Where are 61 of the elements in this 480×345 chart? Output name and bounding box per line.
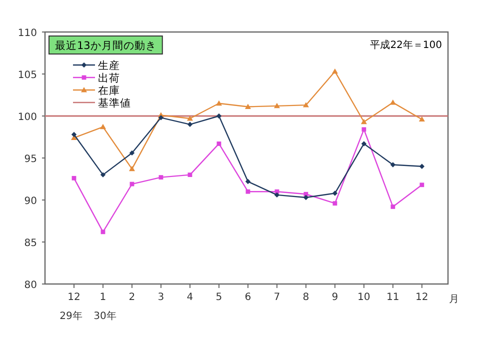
point — [100, 172, 106, 178]
point — [419, 164, 425, 169]
point — [418, 116, 425, 122]
point — [390, 162, 396, 168]
point — [216, 142, 222, 146]
point — [158, 115, 164, 120]
point — [303, 194, 309, 200]
point — [100, 230, 106, 234]
x-tick-label: 1 30年 — [94, 292, 116, 322]
x-tick-label: 9 — [332, 292, 338, 303]
y-tick-label: 90 — [24, 196, 37, 207]
x-tick-label: 6 — [244, 292, 252, 303]
x-tick-label: 12 — [416, 292, 428, 303]
point — [129, 150, 135, 156]
legend-label: 出荷 — [98, 72, 120, 84]
point — [390, 100, 396, 105]
x-tick-label: 5 — [216, 292, 222, 303]
text: 最近13か月間の動き — [55, 39, 156, 52]
x-tick-label: 10 — [358, 292, 370, 303]
point — [100, 124, 106, 130]
point — [216, 100, 222, 106]
x-tick-label: 3 — [158, 292, 164, 303]
point — [274, 102, 280, 108]
x-tick-label: 8 — [302, 292, 310, 303]
y-tick-label: 95 — [24, 154, 37, 165]
x-tick-label: 4 — [186, 292, 194, 303]
point — [362, 127, 366, 132]
point — [274, 192, 280, 198]
y-tick-label: 105 — [18, 70, 37, 81]
point — [246, 189, 250, 194]
point — [158, 175, 164, 180]
point — [332, 68, 338, 74]
point — [360, 118, 367, 124]
x-tick-label: 11 — [386, 292, 400, 303]
point — [244, 104, 251, 109]
legend-label: 基準値 — [98, 96, 131, 110]
point — [186, 116, 193, 121]
x-tick-label: 2 — [128, 292, 136, 303]
point — [188, 172, 192, 177]
point — [332, 201, 338, 206]
y-tick-label: 85 — [24, 238, 37, 249]
point — [128, 166, 135, 172]
point — [72, 176, 76, 180]
y-tick-label: 110 — [18, 28, 37, 39]
point — [187, 122, 193, 127]
point — [302, 102, 309, 108]
point — [332, 190, 338, 196]
x-axis-title: 月 — [449, 294, 459, 305]
point — [420, 182, 424, 188]
x-tick-label: 12 29年 — [60, 292, 82, 322]
point — [216, 113, 222, 119]
text: 平成22年＝100 — [370, 39, 442, 51]
x-tick-label: 7 — [274, 292, 280, 303]
point — [361, 141, 367, 146]
point — [71, 132, 77, 138]
y-tick-label: 80 — [24, 280, 37, 291]
point — [390, 204, 396, 209]
y-tick-label: 100 — [18, 112, 37, 123]
legend-label: 在庫 — [98, 84, 120, 97]
legend-label: 生産 — [98, 59, 120, 72]
point — [245, 178, 251, 184]
